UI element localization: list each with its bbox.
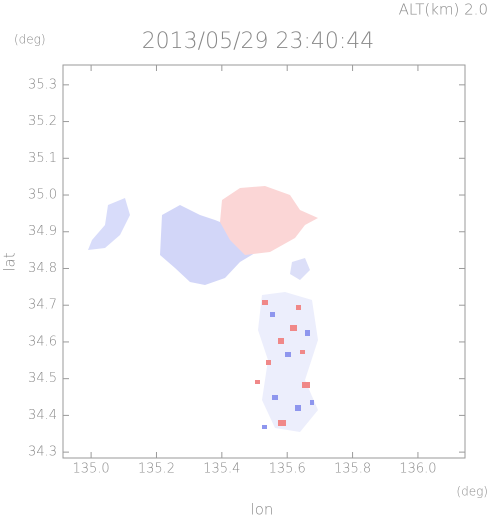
altitude-label: ALT(km) 2.0 <box>399 1 488 19</box>
y-tick-label: 34.6 <box>28 334 57 349</box>
chart-title: 2013/05/29 23:40:44 <box>142 29 375 54</box>
x-tick-label: 135.2 <box>138 462 175 477</box>
y-tick-label: 35.3 <box>28 77 57 92</box>
echo-red <box>220 186 318 255</box>
plot-frame <box>62 64 466 459</box>
radar-echoes <box>88 186 318 432</box>
y-tick-label: 35.0 <box>28 188 57 203</box>
x-tick-label: 135.6 <box>269 462 306 477</box>
y-tick-label: 34.7 <box>28 298 57 313</box>
y-tick-label: 34.8 <box>28 261 57 276</box>
y-axis-label: lat <box>1 252 19 271</box>
y-tick-label: 35.2 <box>28 114 57 129</box>
echo-blue <box>160 205 260 285</box>
echo-cells-red <box>255 300 310 426</box>
echo-blue <box>88 198 130 250</box>
y-unit: (deg) <box>14 33 46 47</box>
x-tick-label: 135.8 <box>334 462 371 477</box>
x-axis-label: lon <box>251 501 274 519</box>
echo-blue <box>290 258 310 280</box>
y-tick-label: 34.4 <box>28 408 57 423</box>
echo-cells-blue <box>262 312 314 429</box>
y-tick-label: 34.9 <box>28 224 57 239</box>
y-tick-label: 34.5 <box>28 371 57 386</box>
y-tick-label: 34.3 <box>28 445 57 460</box>
x-tick-label: 135.4 <box>203 462 240 477</box>
x-tick-label: 135.0 <box>72 462 109 477</box>
x-tick-label: 136.0 <box>399 462 436 477</box>
y-tick-label: 35.1 <box>28 151 57 166</box>
x-unit: (deg) <box>456 485 488 499</box>
